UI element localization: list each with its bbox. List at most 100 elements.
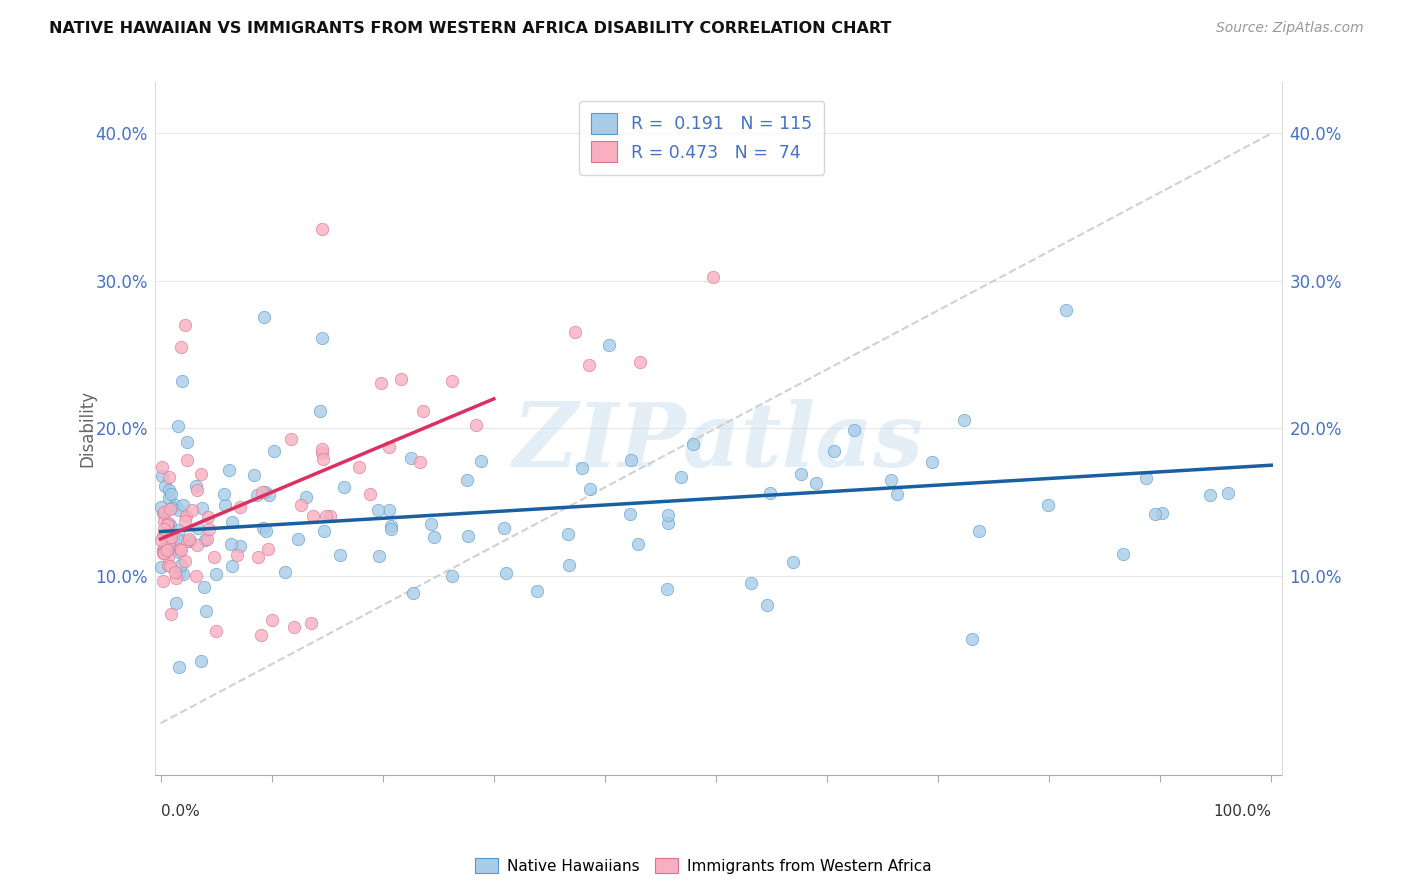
Point — [253, 310, 276, 324]
Text: NATIVE HAWAIIAN VS IMMIGRANTS FROM WESTERN AFRICA DISABILITY CORRELATION CHART: NATIVE HAWAIIAN VS IMMIGRANTS FROM WESTE… — [49, 21, 891, 37]
Point — [163, 565, 186, 579]
Point — [578, 358, 600, 372]
Point — [193, 580, 215, 594]
Point — [823, 444, 845, 458]
Point — [174, 514, 197, 528]
Text: 100.0%: 100.0% — [1213, 805, 1271, 819]
Point — [157, 483, 180, 498]
Point — [165, 596, 187, 610]
Point — [921, 455, 943, 469]
Point — [440, 374, 463, 388]
Point — [198, 522, 221, 536]
Point — [170, 558, 193, 573]
Point — [347, 460, 370, 475]
Point — [149, 533, 172, 547]
Point — [159, 517, 181, 532]
Point — [669, 470, 692, 484]
Point — [202, 550, 225, 565]
Point — [579, 482, 602, 496]
Point — [399, 451, 422, 466]
Point — [257, 488, 280, 502]
Point — [229, 500, 252, 514]
Point — [412, 404, 434, 418]
Point — [962, 632, 984, 647]
Point — [169, 541, 191, 556]
Point — [156, 517, 179, 532]
Point — [150, 469, 173, 483]
Point — [169, 340, 191, 354]
Point — [162, 533, 184, 547]
Point — [299, 615, 322, 630]
Point — [167, 544, 190, 558]
Point — [228, 540, 250, 554]
Point — [172, 566, 194, 581]
Point — [186, 538, 208, 552]
Point — [1135, 471, 1157, 485]
Point — [160, 530, 183, 544]
Point — [162, 528, 184, 542]
Point — [155, 479, 177, 493]
Point — [221, 558, 243, 573]
Legend: Native Hawaiians, Immigrants from Western Africa: Native Hawaiians, Immigrants from Wester… — [468, 852, 938, 880]
Text: Source: ZipAtlas.com: Source: ZipAtlas.com — [1216, 21, 1364, 36]
Point — [598, 338, 620, 352]
Point — [844, 423, 866, 437]
Point — [157, 491, 180, 506]
Point — [190, 467, 212, 482]
Point — [249, 628, 271, 642]
Y-axis label: Disability: Disability — [79, 390, 96, 467]
Point — [221, 516, 243, 530]
Point — [195, 604, 218, 618]
Point — [246, 488, 269, 502]
Point — [332, 480, 354, 494]
Point — [150, 560, 173, 574]
Point — [312, 524, 335, 539]
Point — [190, 654, 212, 668]
Point — [247, 550, 270, 565]
Point — [423, 530, 446, 544]
Point — [174, 318, 197, 333]
Point — [214, 499, 236, 513]
Point — [759, 486, 782, 500]
Text: 0.0%: 0.0% — [160, 805, 200, 819]
Point — [1036, 498, 1059, 512]
Legend: R =  0.191   N = 115, R = 0.473   N =  74: R = 0.191 N = 115, R = 0.473 N = 74 — [579, 101, 824, 175]
Point — [226, 549, 249, 563]
Point — [378, 502, 401, 516]
Point — [492, 521, 515, 535]
Point — [370, 376, 392, 390]
Point — [290, 498, 312, 512]
Point — [953, 413, 976, 427]
Point — [167, 502, 190, 516]
Point — [263, 443, 285, 458]
Point — [295, 490, 318, 504]
Point — [967, 524, 990, 539]
Point — [186, 483, 208, 497]
Point — [167, 523, 190, 537]
Point — [179, 533, 201, 547]
Point — [702, 270, 724, 285]
Point — [315, 509, 337, 524]
Point — [465, 417, 488, 432]
Point — [682, 436, 704, 450]
Point — [205, 624, 228, 638]
Point — [160, 607, 183, 622]
Point — [804, 476, 827, 491]
Point — [170, 542, 193, 557]
Point — [184, 479, 207, 493]
Point — [179, 534, 201, 549]
Point — [1218, 486, 1240, 500]
Point — [301, 509, 323, 524]
Point — [172, 375, 194, 389]
Point — [195, 532, 218, 546]
Point — [152, 546, 174, 560]
Point — [1143, 507, 1166, 521]
Point — [218, 463, 240, 477]
Point — [495, 566, 517, 581]
Point — [311, 442, 333, 456]
Point — [628, 355, 651, 369]
Point — [167, 566, 190, 580]
Point — [149, 500, 172, 514]
Point — [159, 558, 181, 573]
Point — [155, 545, 177, 559]
